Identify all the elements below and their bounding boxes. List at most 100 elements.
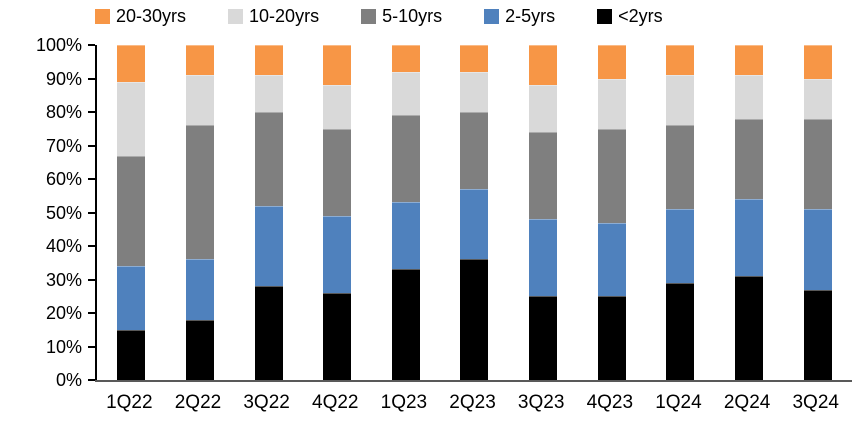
x-axis-labels: 1Q22 2Q22 3Q22 4Q22 1Q23 2Q23 3Q23 4Q23 1Q24 2Q24…: [95, 392, 850, 414]
y-axis-tick: [88, 312, 95, 314]
y-axis-tick: [88, 211, 95, 214]
bar-segment-20-30yrs: [529, 45, 558, 86]
legend-item: 10-20yrs: [228, 6, 319, 27]
bar-segment-2-5yrs: [803, 209, 832, 290]
bar-segment-10-20yrs: [666, 75, 695, 126]
bar-segment-2-5yrs: [597, 222, 626, 297]
bar-segment-10-20yrs: [323, 85, 352, 129]
legend-swatch-icon: [484, 9, 500, 24]
y-axis-tick-label: 40%: [45, 236, 82, 256]
y-axis-tick: [88, 278, 95, 281]
x-axis-line: [95, 380, 852, 382]
legend-item: 5-10yrs: [361, 6, 442, 27]
bar-segment-10-20yrs: [460, 71, 489, 113]
bar-segment-10-20yrs: [117, 81, 146, 156]
bar-4Q22: [323, 45, 352, 380]
bar-segment-<2yrs: [254, 286, 283, 380]
y-axis-tick-label: 50%: [45, 202, 82, 223]
bar-segment-2-5yrs: [117, 266, 146, 330]
x-axis-label: 4Q23: [586, 392, 634, 413]
bar-segment-<2yrs: [597, 296, 626, 380]
bar-segment-2-5yrs: [460, 189, 489, 260]
y-axis-tick-label: 70%: [45, 135, 82, 156]
legend-label: 5-10yrs: [382, 6, 443, 26]
legend-label: 10-20yrs: [249, 6, 320, 26]
bar-segment-5-10yrs: [254, 112, 283, 206]
y-axis-tick-label: 80%: [45, 102, 82, 122]
x-axis-label: 1Q24: [655, 392, 702, 413]
bar-segment-20-30yrs: [185, 45, 214, 76]
bar-segment-20-30yrs: [254, 45, 283, 76]
y-axis-tick-label: 20%: [45, 303, 82, 323]
legend-item: 20-30yrs: [95, 6, 186, 27]
plot-area: [88, 44, 852, 381]
bar-segment-20-30yrs: [666, 45, 695, 76]
bar-segment-2-5yrs: [529, 219, 558, 297]
x-axis-label: 4Q22: [312, 392, 359, 413]
bar-segment-10-20yrs: [391, 71, 420, 116]
bar-segment-10-20yrs: [254, 75, 283, 113]
y-axis-tick: [88, 245, 95, 247]
x-axis-label: 1Q22: [106, 392, 153, 413]
y-axis-tick-label: 100%: [35, 35, 82, 55]
bar-segment-<2yrs: [666, 282, 695, 380]
bar-segment-<2yrs: [734, 276, 763, 380]
bar-segment-5-10yrs: [117, 155, 146, 267]
legend-swatch-icon: [95, 9, 110, 24]
legend-item: <2yrs: [597, 6, 663, 27]
bar-1Q23: [391, 45, 420, 380]
bar-segment-<2yrs: [391, 269, 420, 380]
bar-segment-2-5yrs: [391, 202, 420, 270]
y-axis-tick-label: 90%: [45, 68, 82, 89]
chart-legend: 20-30yrs 10-20yrs 5-10yrs 2-5yrs <2yrs: [95, 6, 663, 27]
bars-container: [97, 45, 852, 380]
bar-segment-5-10yrs: [185, 125, 214, 260]
x-axis-label: 3Q22: [243, 392, 290, 413]
legend-swatch-icon: [361, 9, 377, 24]
x-axis-label: 2Q24: [723, 392, 771, 413]
bar-segment-5-10yrs: [529, 132, 558, 220]
legend-label: 20-30yrs: [116, 6, 187, 26]
bar-segment-2-5yrs: [254, 205, 283, 287]
bar-segment-<2yrs: [529, 296, 558, 380]
bar-segment-5-10yrs: [391, 115, 420, 203]
bar-segment-20-30yrs: [323, 45, 352, 86]
bar-segment-2-5yrs: [185, 259, 214, 320]
bar-2Q22: [185, 45, 214, 380]
legend-label: <2yrs: [618, 6, 663, 26]
y-axis-tick-label: 0%: [55, 370, 82, 390]
bar-segment-2-5yrs: [323, 215, 352, 293]
y-axis-tick: [88, 144, 95, 147]
bar-segment-5-10yrs: [460, 112, 489, 190]
legend-swatch-icon: [597, 9, 613, 24]
x-axis-label: 3Q23: [517, 392, 565, 413]
bar-segment-<2yrs: [460, 259, 489, 380]
bar-segment-<2yrs: [803, 289, 832, 380]
bar-1Q24: [666, 45, 695, 380]
bar-segment-<2yrs: [117, 329, 146, 380]
bar-4Q23: [597, 45, 626, 380]
bar-segment-20-30yrs: [117, 45, 146, 82]
y-axis-tick-label: 30%: [45, 269, 82, 290]
bar-3Q24: [803, 45, 832, 380]
bar-segment-10-20yrs: [734, 75, 763, 119]
bar-2Q23: [460, 45, 489, 380]
bar-segment-<2yrs: [185, 319, 214, 380]
y-axis-tick: [88, 44, 95, 46]
bar-segment-10-20yrs: [803, 78, 832, 119]
legend-swatch-icon: [228, 9, 244, 24]
y-axis-tick: [88, 379, 95, 381]
x-axis-label: 1Q23: [380, 392, 428, 413]
bar-segment-2-5yrs: [666, 209, 695, 283]
bar-1Q22: [117, 45, 146, 380]
legend-label: 2-5yrs: [505, 6, 556, 26]
bar-segment-5-10yrs: [323, 128, 352, 216]
y-axis-tick: [88, 111, 95, 113]
bar-2Q24: [734, 45, 763, 380]
bar-segment-20-30yrs: [597, 45, 626, 79]
bar-segment-20-30yrs: [803, 45, 832, 79]
bar-segment-5-10yrs: [734, 118, 763, 200]
bar-segment-20-30yrs: [460, 45, 489, 72]
x-axis-label: 3Q24: [792, 392, 839, 413]
bar-segment-2-5yrs: [734, 199, 763, 277]
